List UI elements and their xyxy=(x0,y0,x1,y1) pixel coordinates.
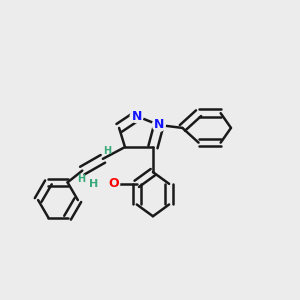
Text: N: N xyxy=(154,118,164,131)
Text: O: O xyxy=(108,177,119,190)
Text: N: N xyxy=(132,110,142,123)
Circle shape xyxy=(152,118,165,131)
Circle shape xyxy=(107,177,120,190)
Text: H: H xyxy=(103,146,111,157)
Text: H: H xyxy=(77,174,85,184)
Circle shape xyxy=(130,110,143,123)
Text: H: H xyxy=(89,179,99,189)
